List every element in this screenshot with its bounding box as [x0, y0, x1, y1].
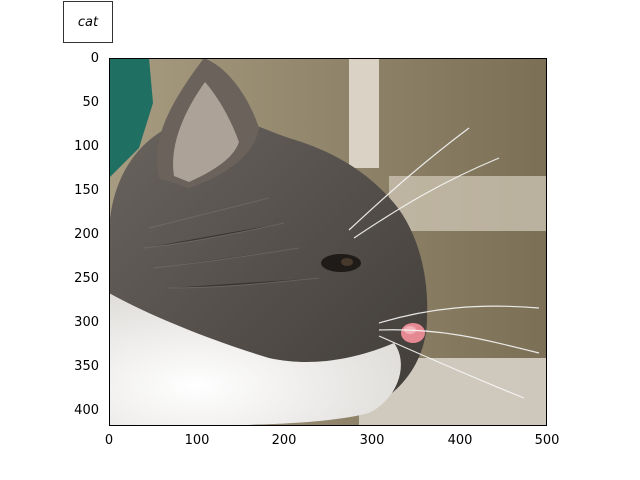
y-tick-label: 150 — [74, 183, 99, 198]
y-tick-label: 0 — [90, 51, 99, 66]
y-tick-label: 200 — [74, 227, 99, 242]
image-axes — [109, 58, 547, 426]
annotation-label: cat — [77, 14, 99, 30]
y-tick-label: 50 — [82, 95, 99, 110]
x-tick-label: 300 — [359, 433, 385, 448]
x-tick-label: 100 — [184, 433, 210, 448]
cat-photo — [109, 58, 547, 426]
y-tick-label: 350 — [74, 359, 99, 374]
y-tick-label: 250 — [74, 271, 99, 286]
y-tick-label: 400 — [74, 403, 99, 418]
x-tick-label: 400 — [447, 433, 473, 448]
x-tick-label: 500 — [534, 433, 560, 448]
x-tick-label: 200 — [271, 433, 297, 448]
y-tick-label: 300 — [74, 315, 99, 330]
x-tick-label: 0 — [104, 433, 114, 448]
annotation-label-box: cat — [63, 1, 113, 43]
y-tick-label: 100 — [74, 139, 99, 154]
